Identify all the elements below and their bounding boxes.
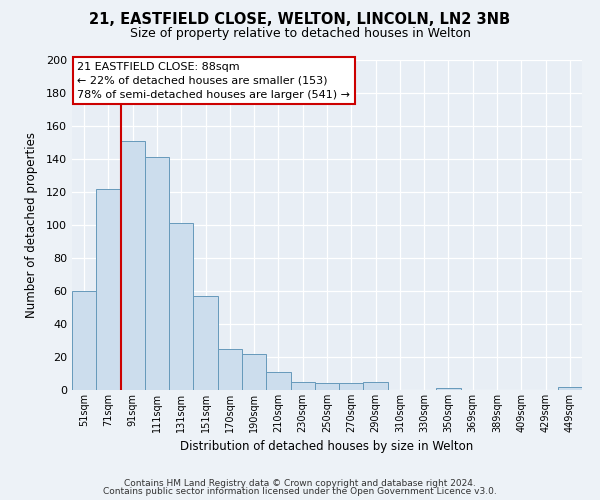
Bar [193, 296, 218, 390]
Bar [242, 354, 266, 390]
Bar [436, 388, 461, 390]
Bar [169, 224, 193, 390]
Bar [290, 382, 315, 390]
Text: Contains HM Land Registry data © Crown copyright and database right 2024.: Contains HM Land Registry data © Crown c… [124, 478, 476, 488]
Text: 21 EASTFIELD CLOSE: 88sqm
← 22% of detached houses are smaller (153)
78% of semi: 21 EASTFIELD CLOSE: 88sqm ← 22% of detac… [77, 62, 350, 100]
Bar [315, 384, 339, 390]
Bar [218, 349, 242, 390]
Bar [121, 141, 145, 390]
Bar [558, 386, 582, 390]
Bar [145, 158, 169, 390]
Bar [266, 372, 290, 390]
Bar [339, 384, 364, 390]
Text: Contains public sector information licensed under the Open Government Licence v3: Contains public sector information licen… [103, 487, 497, 496]
X-axis label: Distribution of detached houses by size in Welton: Distribution of detached houses by size … [181, 440, 473, 454]
Y-axis label: Number of detached properties: Number of detached properties [25, 132, 38, 318]
Text: 21, EASTFIELD CLOSE, WELTON, LINCOLN, LN2 3NB: 21, EASTFIELD CLOSE, WELTON, LINCOLN, LN… [89, 12, 511, 28]
Text: Size of property relative to detached houses in Welton: Size of property relative to detached ho… [130, 28, 470, 40]
Bar [364, 382, 388, 390]
Bar [96, 188, 121, 390]
Bar [72, 291, 96, 390]
